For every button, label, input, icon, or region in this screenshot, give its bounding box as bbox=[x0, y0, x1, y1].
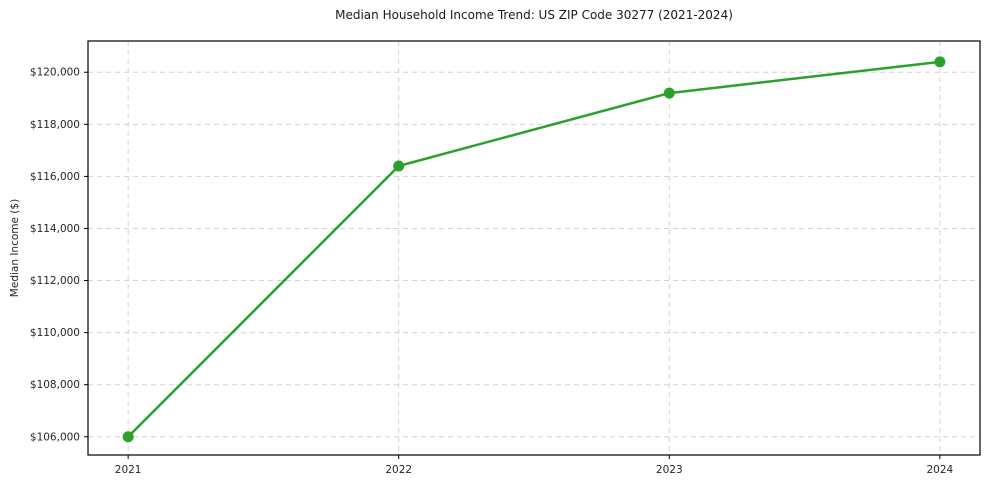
x-tick-label: 2023 bbox=[656, 464, 683, 476]
y-tick-label: $114,000 bbox=[30, 223, 80, 235]
x-tick-label: 2022 bbox=[385, 464, 412, 476]
y-tick-label: $116,000 bbox=[30, 171, 80, 183]
y-tick-label: $118,000 bbox=[30, 119, 80, 131]
chart-title: Median Household Income Trend: US ZIP Co… bbox=[335, 8, 733, 22]
y-tick-label: $106,000 bbox=[30, 431, 80, 443]
plot-border bbox=[87, 40, 981, 456]
y-tick-label: $110,000 bbox=[30, 327, 80, 339]
y-tick-label: $112,000 bbox=[30, 275, 80, 287]
data-point-2021 bbox=[122, 431, 134, 443]
data-point-2023 bbox=[663, 87, 675, 99]
data-point-2024 bbox=[934, 56, 946, 68]
trend-line bbox=[126, 60, 942, 439]
data-point-2022 bbox=[393, 160, 405, 172]
x-tick-label: 2021 bbox=[115, 464, 142, 476]
y-tick-label: $120,000 bbox=[30, 67, 80, 79]
x-tick-label: 2024 bbox=[926, 464, 953, 476]
y-tick-label: $108,000 bbox=[30, 379, 80, 391]
